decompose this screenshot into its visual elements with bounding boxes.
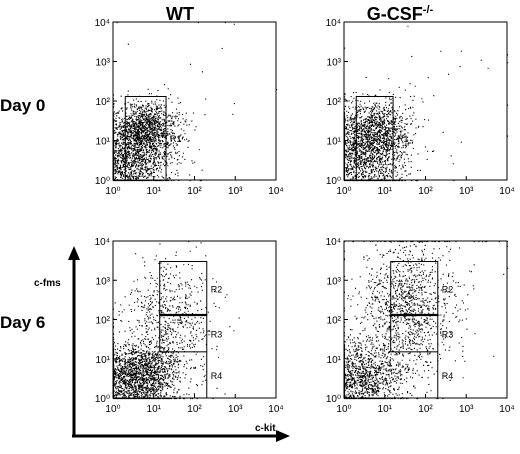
x-tick-label: 10⁰ xyxy=(336,404,351,415)
y-axis-label: c-fms xyxy=(34,278,61,289)
y-tick-label: 10² xyxy=(327,316,342,327)
y-tick-label: 10⁴ xyxy=(95,237,110,248)
x-tick-label: 10⁰ xyxy=(105,404,120,415)
scatter-dots xyxy=(344,25,509,182)
gate-label: R1 xyxy=(397,134,409,144)
y-tick-label: 10³ xyxy=(327,276,342,287)
gate-r1 xyxy=(355,95,394,181)
gate-label: R3 xyxy=(211,329,223,339)
x-tick-label: 10¹ xyxy=(147,404,162,415)
x-tick-label: 10³ xyxy=(228,404,243,415)
y-axis-arrowhead xyxy=(68,246,80,260)
y-tick-label: 10⁰ xyxy=(326,394,341,405)
x-tick-label: 10² xyxy=(418,404,433,415)
gate-label: R4 xyxy=(211,371,223,381)
y-tick-label: 10¹ xyxy=(96,137,111,148)
x-tick-label: 10¹ xyxy=(378,404,393,415)
y-tick-label: 10³ xyxy=(96,58,111,69)
x-axis-arrowhead xyxy=(276,430,290,442)
x-tick-label: 10³ xyxy=(459,404,474,415)
x-tick-label: 10³ xyxy=(459,186,474,197)
y-tick-label: 10¹ xyxy=(96,355,111,366)
y-tick-label: 10⁰ xyxy=(95,176,110,187)
y-tick-label: 10⁴ xyxy=(326,18,341,29)
scatter-dots xyxy=(113,22,278,182)
plot-frame xyxy=(343,240,508,399)
axis-arrows xyxy=(68,246,290,442)
row-label-day6: Day 6 xyxy=(0,313,46,332)
y-tick-label: 10³ xyxy=(327,58,342,69)
column-title-gcsf-text: G-CSF xyxy=(366,4,423,24)
x-tick-label: 10⁴ xyxy=(499,404,514,415)
scatter-points xyxy=(344,25,509,182)
x-tick-label: 10⁰ xyxy=(336,186,351,197)
y-tick-label: 10¹ xyxy=(327,355,342,366)
x-tick-label: 10² xyxy=(418,186,433,197)
x-axis-label: c-kit xyxy=(255,423,276,434)
y-tick-label: 10¹ xyxy=(327,137,342,148)
y-tick-label: 10² xyxy=(96,97,111,108)
y-tick-label: 10² xyxy=(96,316,111,327)
scatter-dots xyxy=(344,241,509,400)
x-tick-label: 10³ xyxy=(228,186,243,197)
scatter-points xyxy=(344,241,509,400)
x-tick-label: 10⁴ xyxy=(499,186,514,197)
x-tick-label: 10⁴ xyxy=(268,404,283,415)
plot-frame xyxy=(112,21,277,181)
column-title-wt: WT xyxy=(140,4,220,25)
gate-label: R3 xyxy=(442,329,454,339)
column-title-wt-text: WT xyxy=(166,4,194,24)
y-tick-label: 10² xyxy=(327,97,342,108)
y-tick-label: 10⁰ xyxy=(326,176,341,187)
gate-label: R4 xyxy=(442,371,454,381)
gate-label: R1 xyxy=(170,134,182,144)
gate-label: R2 xyxy=(211,284,223,294)
x-tick-label: 10¹ xyxy=(378,186,393,197)
x-tick-label: 10⁴ xyxy=(268,186,283,197)
x-tick-label: 10⁰ xyxy=(105,186,120,197)
x-tick-label: 10¹ xyxy=(147,186,162,197)
y-tick-label: 10⁴ xyxy=(326,237,341,248)
y-tick-label: 10⁰ xyxy=(95,394,110,405)
scatter-points xyxy=(113,22,278,182)
y-tick-label: 10⁴ xyxy=(95,18,110,29)
column-title-gcsf-superscript: -/- xyxy=(422,4,434,16)
scatter-points xyxy=(113,241,240,400)
scatter-dots xyxy=(113,241,240,400)
gate-label: R2 xyxy=(442,284,454,294)
plot-frame xyxy=(343,21,508,181)
gate-r1 xyxy=(124,95,167,181)
y-tick-label: 10³ xyxy=(96,276,111,287)
column-title-gcsf: G-CSF-/- xyxy=(340,4,460,25)
x-tick-label: 10² xyxy=(187,186,202,197)
x-tick-label: 10² xyxy=(187,404,202,415)
row-label-day0: Day 0 xyxy=(0,96,46,115)
